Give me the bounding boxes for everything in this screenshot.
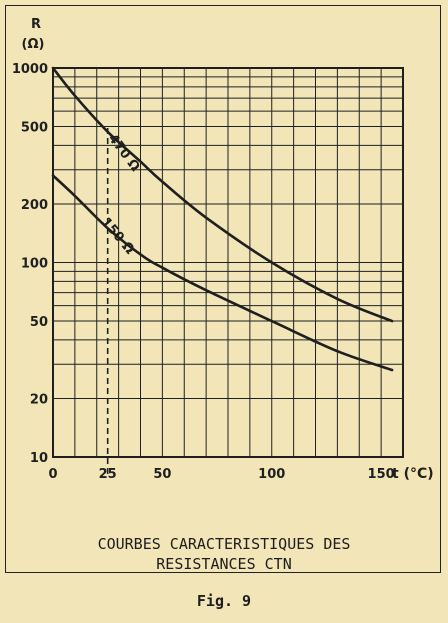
plot-border xyxy=(52,67,404,458)
x-tick-label: 0 xyxy=(48,467,57,482)
y-tick-label: 100 xyxy=(21,257,48,272)
x-tick-label: 100 xyxy=(258,467,285,482)
chart-series xyxy=(51,66,394,372)
ctn-characteristic-chart: 10 20 50 100 200 500 1000 0 25 50 100 150 R (Ω) t (°C)… xyxy=(12,17,434,482)
y-tick-label: 10 xyxy=(30,451,48,466)
series-line xyxy=(51,174,394,372)
y-axis-unit: (Ω) xyxy=(22,37,45,52)
y-tick-label: 20 xyxy=(30,392,48,407)
y-tick-label: 500 xyxy=(21,121,48,136)
x-tick-label: 50 xyxy=(153,467,171,482)
y-tick-label: 200 xyxy=(21,198,48,213)
y-tick-label: 50 xyxy=(30,315,48,330)
y-axis-label: R xyxy=(31,17,41,32)
y-tick-label: 1000 xyxy=(12,62,48,77)
x-tick-label: 150 xyxy=(368,467,395,482)
chart-axes xyxy=(52,67,404,478)
figure-frame xyxy=(5,5,441,573)
series-label: 470 Ω xyxy=(105,131,143,174)
chart-grid xyxy=(53,68,403,457)
series-label: 150 Ω xyxy=(98,215,137,257)
x-tick-label: 25 xyxy=(99,467,117,482)
chart-title-line-2: RESISTANCES CTN xyxy=(156,555,292,573)
x-axis-label: t (°C) xyxy=(392,466,434,482)
series-line xyxy=(51,66,394,323)
figure-label: Fig. 9 xyxy=(196,592,252,610)
chart-title-line-1: COURBES CARACTERISTIQUES DES xyxy=(97,535,351,553)
